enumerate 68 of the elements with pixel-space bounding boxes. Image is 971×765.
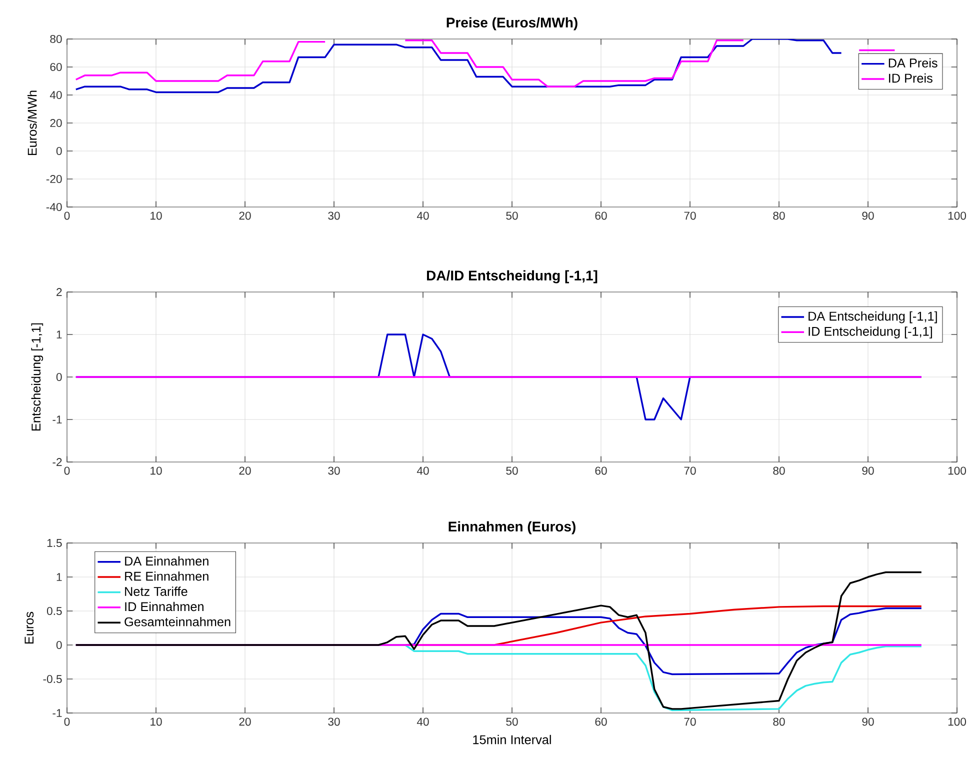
x-tick-label: 90 [862,718,874,726]
x-tick-label: 10 [150,466,162,475]
y-tick-label: 40 [50,91,62,100]
x-tick-label: 20 [239,212,251,220]
x-tick-label: 100 [948,718,966,726]
y-tick-label: 60 [50,63,62,72]
y-tick-label: 20 [50,119,62,128]
x-tick-label: 0 [64,466,70,475]
y-tick-label: 0 [56,147,62,156]
legend-label: RE Einnahmen [125,571,208,581]
x-tick-label: 60 [595,212,607,220]
y-tick-label: -40 [46,202,62,212]
legend-label: DA Entscheidung [-1,1] [808,311,937,324]
chart-title: Einnahmen (Euros) [448,521,576,534]
x-tick-label: 70 [684,212,696,220]
x-tick-label: 40 [416,466,429,475]
y-axis-title: Euros/MWh [27,90,37,156]
x-tick-label: 0 [64,212,70,220]
x-tick-label: 10 [150,212,162,220]
y-tick-label: -1 [52,416,62,424]
y-tick-label: 1 [56,330,62,338]
y-tick-label: -2 [52,458,62,466]
y-tick-label: 0 [56,373,62,382]
legend-label: DA Einnahmen [125,556,208,566]
x-tick-label: 70 [684,718,696,726]
legend-label: ID Einnahmen [125,602,204,612]
y-tick-label: -0.5 [43,675,62,684]
x-tick-label: 90 [862,212,874,220]
y-tick-label: 80 [50,35,62,44]
x-tick-label: 50 [506,212,518,220]
x-tick-label: 100 [948,466,966,475]
y-axis-title: Entscheidung [-1,1] [31,323,44,431]
legend-label: ID Preis [889,73,932,83]
legend-label: Gesamteinnahmen [124,616,230,626]
x-tick-label: 30 [328,718,340,726]
x-tick-label: 80 [773,212,785,220]
x-tick-label: 100 [948,212,966,220]
legend-label: DA Preis [888,58,938,68]
y-tick-label: 2 [56,288,62,296]
line-series [75,571,922,710]
x-tick-label: 60 [595,718,607,726]
y-tick-label: 1 [56,573,62,581]
x-tick-label: 70 [684,466,696,475]
x-tick-label: 30 [328,212,340,220]
legend-label: Netz Tariffe [125,586,188,596]
y-tick-label: -20 [46,175,62,184]
x-tick-label: 30 [328,466,340,475]
x-tick-label: 10 [150,718,162,726]
x-tick-label: 20 [239,466,251,475]
chart-title: DA/ID Entscheidung [-1,1] [426,270,598,284]
chart-title: Preise (Euros/MWh) [446,17,578,30]
y-tick-label: -1 [52,709,62,717]
x-tick-label: 40 [416,718,429,726]
legend-label: ID Entscheidung [-1,1] [808,326,932,338]
y-tick-label: 0 [56,641,62,650]
y-axis-title: Euros [24,612,34,644]
x-axis-title: 15min Interval [473,734,551,744]
x-tick-label: 80 [773,718,785,726]
x-tick-label: 50 [506,466,518,475]
y-tick-label: 1.5 [47,539,62,547]
x-tick-label: 40 [416,212,429,220]
x-tick-label: 20 [239,718,251,726]
x-tick-label: 80 [773,466,785,475]
y-tick-label: 0.5 [46,607,62,616]
x-tick-label: 50 [506,718,518,726]
x-tick-label: 60 [595,466,607,475]
x-tick-label: 90 [862,466,874,475]
x-tick-label: 0 [64,718,70,726]
